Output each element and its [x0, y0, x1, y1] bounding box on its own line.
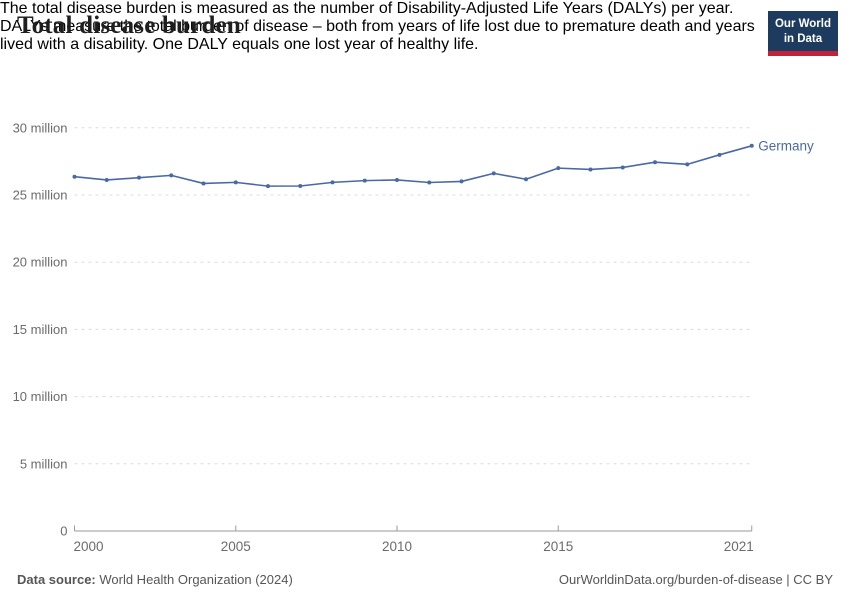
data-point[interactable] — [459, 179, 464, 184]
data-point[interactable] — [524, 177, 528, 182]
y-axis-tick-label: 10 million — [13, 389, 68, 404]
subtitle-line-1: The total disease burden is measured as … — [0, 0, 734, 17]
data-point[interactable] — [201, 181, 206, 186]
y-axis-tick-label: 15 million — [13, 322, 68, 337]
data-point[interactable] — [169, 173, 174, 178]
series-end-label[interactable]: Germany — [758, 138, 814, 153]
data-point[interactable] — [395, 177, 399, 182]
owid-logo-line2: in Data — [783, 32, 823, 45]
x-axis-tick-label: 2021 — [724, 539, 754, 554]
x-axis-tick-label: 2010 — [382, 539, 412, 554]
subtitle-line-2: DALYs measure the total burden of diseas… — [0, 18, 755, 35]
y-axis-tick-label: 25 million — [13, 188, 68, 203]
data-source: Data source: World Health Organization (… — [17, 572, 293, 587]
x-axis-tick-label: 2000 — [74, 539, 104, 554]
data-point[interactable] — [330, 180, 335, 185]
owid-logo-line1: Our World — [774, 18, 831, 30]
data-point[interactable] — [491, 171, 496, 176]
y-axis-tick-label: 5 million — [20, 456, 68, 471]
data-point[interactable] — [685, 162, 690, 167]
data-point[interactable] — [72, 174, 77, 179]
data-point[interactable] — [233, 180, 238, 185]
data-point[interactable] — [588, 167, 593, 172]
x-axis-tick-label: 2015 — [543, 539, 573, 554]
data-point[interactable] — [104, 177, 109, 182]
page-title: Total disease burden — [17, 12, 241, 39]
data-point[interactable] — [266, 184, 270, 189]
data-point[interactable] — [427, 180, 432, 185]
data-point[interactable] — [556, 166, 561, 171]
series-line[interactable] — [74, 145, 752, 187]
data-point[interactable] — [749, 143, 754, 148]
subtitle-line-3: lived with a disability. One DALY equals… — [0, 36, 479, 53]
y-axis-tick-label: 20 million — [13, 255, 68, 270]
owid-logo[interactable]: Our World in Data — [767, 11, 838, 56]
data-point[interactable] — [653, 160, 657, 165]
data-point[interactable] — [362, 178, 367, 183]
series-germany[interactable]: Germany — [72, 138, 815, 189]
x-axis-tick-label: 2005 — [221, 539, 251, 554]
data-point[interactable] — [717, 152, 722, 157]
data-point[interactable] — [298, 183, 303, 188]
data-point[interactable] — [137, 175, 141, 180]
y-axis-tick-label: 0 — [60, 524, 67, 539]
data-source-label: Data source: — [17, 572, 96, 587]
data-point[interactable] — [620, 165, 625, 170]
data-source-value: World Health Organization (2024) — [95, 572, 293, 587]
attribution-link[interactable]: OurWorldinData.org/burden-of-disease | C… — [558, 572, 833, 587]
y-axis-tick-label: 30 million — [13, 120, 68, 135]
